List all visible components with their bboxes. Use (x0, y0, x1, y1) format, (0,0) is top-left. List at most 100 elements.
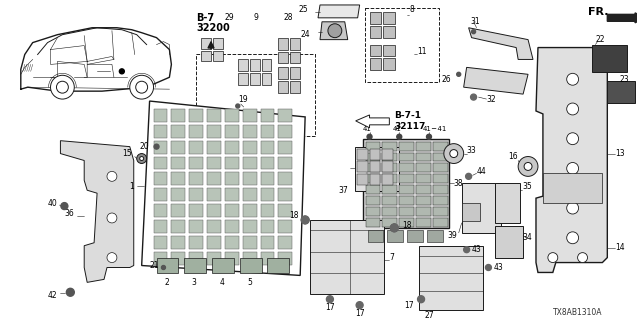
Bar (433, 164, 448, 172)
Bar (243, 188, 257, 201)
Bar (225, 141, 239, 154)
Bar (407, 230, 423, 242)
Text: 33: 33 (467, 146, 476, 155)
Bar (278, 52, 288, 63)
Text: 32: 32 (486, 95, 496, 104)
Bar (416, 164, 431, 172)
Polygon shape (356, 115, 389, 128)
Circle shape (67, 288, 74, 296)
Circle shape (61, 203, 68, 210)
Bar (189, 204, 203, 217)
Text: 17: 17 (355, 308, 364, 317)
Text: 5: 5 (247, 278, 252, 287)
Bar (461, 183, 501, 233)
Bar (383, 207, 397, 216)
Bar (278, 141, 292, 154)
Text: 27: 27 (424, 310, 434, 320)
Circle shape (466, 173, 472, 179)
Bar (356, 162, 367, 172)
Circle shape (136, 81, 148, 93)
Circle shape (56, 81, 68, 93)
Text: 13: 13 (615, 149, 625, 158)
Bar (225, 125, 239, 138)
Text: 40: 40 (48, 199, 58, 208)
Bar (225, 204, 239, 217)
Bar (291, 68, 300, 79)
Bar (399, 142, 414, 151)
Bar (172, 204, 185, 217)
Bar (189, 156, 203, 169)
Bar (189, 188, 203, 201)
Circle shape (130, 75, 154, 99)
Text: 18: 18 (289, 212, 298, 220)
Text: 16: 16 (509, 152, 518, 161)
Circle shape (328, 24, 342, 38)
Bar (461, 203, 479, 221)
Circle shape (577, 253, 588, 262)
Bar (154, 109, 168, 122)
Bar (278, 38, 288, 50)
Bar (268, 258, 289, 274)
Bar (260, 252, 275, 265)
Bar (416, 185, 431, 194)
Bar (154, 156, 168, 169)
Bar (416, 142, 431, 151)
Bar (189, 252, 203, 265)
Bar (243, 156, 257, 169)
Bar (260, 236, 275, 249)
Circle shape (524, 163, 532, 171)
Circle shape (301, 216, 309, 224)
Circle shape (518, 156, 538, 176)
Bar (383, 162, 394, 172)
Bar (365, 8, 439, 82)
Circle shape (51, 75, 74, 99)
Bar (154, 252, 168, 265)
Bar (383, 142, 397, 151)
Bar (419, 246, 483, 310)
Bar (238, 73, 248, 85)
Bar (433, 153, 448, 162)
Bar (356, 148, 367, 159)
Bar (383, 185, 397, 194)
Bar (189, 236, 203, 249)
Bar (495, 226, 523, 258)
Bar (260, 125, 275, 138)
Bar (399, 218, 414, 227)
Text: 37: 37 (338, 186, 348, 195)
Bar (495, 183, 520, 223)
Bar (291, 81, 300, 93)
Bar (416, 153, 431, 162)
Circle shape (566, 73, 579, 85)
Text: 29: 29 (224, 13, 234, 22)
Text: 19: 19 (238, 95, 248, 104)
Bar (399, 207, 414, 216)
Text: 17: 17 (404, 301, 414, 310)
Bar (369, 59, 381, 70)
Bar (207, 109, 221, 122)
Bar (172, 141, 185, 154)
Polygon shape (318, 5, 360, 18)
Bar (607, 81, 635, 103)
Circle shape (326, 296, 333, 303)
Circle shape (470, 94, 477, 100)
Bar (416, 218, 431, 227)
Bar (196, 54, 315, 136)
Bar (172, 220, 185, 233)
Polygon shape (60, 141, 134, 282)
Polygon shape (536, 48, 607, 272)
Bar (369, 148, 380, 159)
Bar (367, 230, 383, 242)
Bar (278, 109, 292, 122)
Text: 41: 41 (422, 126, 431, 132)
Bar (278, 220, 292, 233)
Bar (189, 141, 203, 154)
Bar (365, 207, 380, 216)
Bar (207, 188, 221, 201)
Bar (543, 173, 602, 203)
Bar (260, 109, 275, 122)
Bar (278, 68, 288, 79)
Bar (154, 172, 168, 185)
Text: 22: 22 (595, 35, 605, 44)
Bar (243, 109, 257, 122)
Text: 7: 7 (389, 253, 394, 262)
